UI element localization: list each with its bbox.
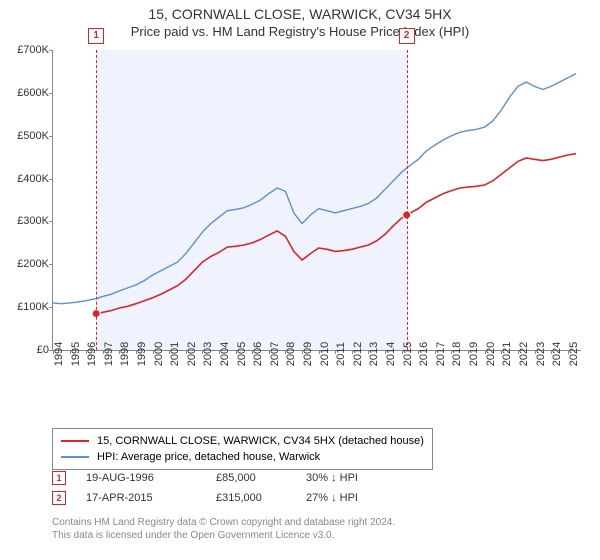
x-tick-label: 2012 xyxy=(352,342,364,366)
y-tick-label: £400K xyxy=(17,173,49,185)
sales-marker: 2 xyxy=(52,491,66,505)
y-tick-label: £300K xyxy=(17,215,49,227)
sales-diff: 30% ↓ HPI xyxy=(306,472,426,484)
line-layer xyxy=(53,50,581,350)
footer-line-2: This data is licensed under the Open Gov… xyxy=(52,529,395,542)
sales-diff: 27% ↓ HPI xyxy=(306,492,426,504)
sales-marker: 1 xyxy=(52,471,66,485)
x-tick-label: 2008 xyxy=(285,342,297,366)
footer-line-1: Contains HM Land Registry data © Crown c… xyxy=(52,516,395,529)
sales-date: 19-AUG-1996 xyxy=(86,472,216,484)
sales-row: 2 17-APR-2015£315,00027% ↓ HPI xyxy=(52,488,426,508)
marker-vline xyxy=(407,50,408,350)
sales-table: 1 19-AUG-1996£85,00030% ↓ HPI 2 17-APR-2015… xyxy=(52,468,426,508)
plot-area: £0£100K£200K£300K£400K£500K£600K£700K199… xyxy=(52,50,581,351)
chart-container: 15, CORNWALL CLOSE, WARWICK, CV34 5HX Pr… xyxy=(0,0,600,560)
y-tick-label: £0 xyxy=(37,344,49,356)
legend-row: HPI: Average price, detached house, Warw… xyxy=(61,449,424,465)
y-tick-label: £100K xyxy=(17,301,49,313)
legend-label: 15, CORNWALL CLOSE, WARWICK, CV34 5HX (d… xyxy=(97,435,424,447)
x-tick-label: 2011 xyxy=(335,342,347,366)
marker-vline xyxy=(96,50,97,350)
x-tick-label: 2019 xyxy=(468,342,480,366)
x-tick-label: 1998 xyxy=(119,342,131,366)
x-tick-label: 2021 xyxy=(501,342,513,366)
x-tick-label: 2002 xyxy=(186,342,198,366)
x-tick-label: 2024 xyxy=(551,342,563,366)
marker-box: 1 xyxy=(88,28,104,44)
x-tick-label: 2004 xyxy=(219,342,231,366)
x-tick-label: 2007 xyxy=(269,342,281,366)
y-tick-label: £700K xyxy=(17,44,49,56)
x-tick-label: 2009 xyxy=(302,342,314,366)
x-tick-label: 1999 xyxy=(136,342,148,366)
x-tick-label: 2022 xyxy=(518,342,530,366)
x-tick-label: 2013 xyxy=(368,342,380,366)
x-tick-label: 2003 xyxy=(202,342,214,366)
chart-area: £0£100K£200K£300K£400K£500K£600K£700K199… xyxy=(52,50,580,390)
chart-title: 15, CORNWALL CLOSE, WARWICK, CV34 5HX xyxy=(0,6,600,22)
legend-block: 15, CORNWALL CLOSE, WARWICK, CV34 5HX (d… xyxy=(52,428,552,470)
x-tick-label: 2025 xyxy=(568,342,580,366)
x-tick-label: 2001 xyxy=(169,342,181,366)
legend-swatch xyxy=(61,440,89,442)
legend-row: 15, CORNWALL CLOSE, WARWICK, CV34 5HX (d… xyxy=(61,433,424,449)
x-tick-label: 2023 xyxy=(535,342,547,366)
sales-row: 1 19-AUG-1996£85,00030% ↓ HPI xyxy=(52,468,426,488)
sales-price: £315,000 xyxy=(216,492,306,504)
legend-box: 15, CORNWALL CLOSE, WARWICK, CV34 5HX (d… xyxy=(52,428,433,470)
x-tick-label: 2000 xyxy=(153,342,165,366)
y-tick-label: £600K xyxy=(17,87,49,99)
x-tick-label: 2020 xyxy=(485,342,497,366)
sales-date: 17-APR-2015 xyxy=(86,492,216,504)
x-tick-label: 1994 xyxy=(53,342,65,366)
y-tick-label: £500K xyxy=(17,130,49,142)
legend-label: HPI: Average price, detached house, Warw… xyxy=(97,451,320,463)
sales-price: £85,000 xyxy=(216,472,306,484)
x-tick-label: 1997 xyxy=(103,342,115,366)
x-tick-label: 2018 xyxy=(451,342,463,366)
x-tick-label: 2016 xyxy=(418,342,430,366)
x-tick-label: 2005 xyxy=(236,342,248,366)
x-tick-label: 2015 xyxy=(402,342,414,366)
x-tick-label: 1995 xyxy=(70,342,82,366)
x-tick-label: 2010 xyxy=(319,342,331,366)
y-tick-label: £200K xyxy=(17,258,49,270)
legend-swatch xyxy=(61,456,89,458)
marker-box: 2 xyxy=(399,28,415,44)
x-tick-label: 2014 xyxy=(385,342,397,366)
footer-text: Contains HM Land Registry data © Crown c… xyxy=(52,516,395,542)
x-tick-label: 2006 xyxy=(252,342,264,366)
x-tick-label: 2017 xyxy=(435,342,447,366)
